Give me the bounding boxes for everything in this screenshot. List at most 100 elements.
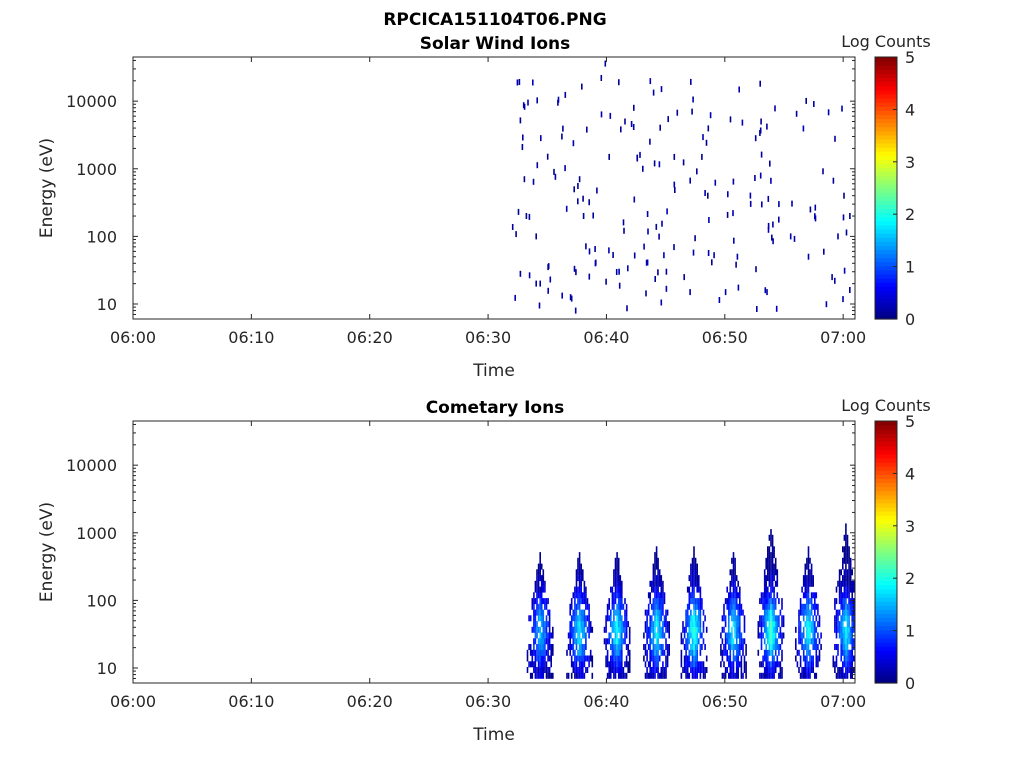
heatmap-cell [834,661,836,668]
heatmap-cell [728,672,730,679]
heatmap-cell [658,580,661,587]
heatmap-cell [646,211,649,217]
heatmap-cell [832,177,835,184]
heatmap-cell [683,644,686,650]
colorbar-tick-label: 0 [905,674,915,693]
heatmap-cell [698,580,700,587]
heatmap-cell [654,569,656,576]
x-tick-label: 06:30 [465,328,511,347]
heatmap-cell [801,638,803,645]
heatmap-cell [774,626,777,633]
heatmap-cell [823,248,825,255]
heatmap-cell [807,546,810,553]
heatmap-cell [652,569,655,576]
heatmap-cell [574,667,576,673]
heatmap-cell [770,534,772,541]
heatmap-cell [572,661,575,668]
heatmap-cell [812,655,814,662]
heatmap-cell [606,672,609,679]
heatmap-cell [614,598,617,605]
heatmap-cell [709,112,712,119]
heatmap-cell [734,632,736,639]
heatmap-cell [662,609,664,616]
heatmap-cell [533,615,535,622]
heatmap-cell [720,644,722,650]
heatmap-cell [654,609,656,616]
heatmap-cell [533,667,535,673]
heatmap-cell [617,580,620,587]
heatmap-cell [654,557,656,564]
heatmap-cell [580,644,582,650]
heatmap-cell [613,615,615,622]
heatmap-cell [627,667,629,673]
heatmap-cell [781,638,783,645]
heatmap-cell [812,580,814,587]
heatmap-cell [853,580,855,587]
heatmap-cell [732,609,735,616]
heatmap-cell [608,598,610,605]
heatmap-cell [799,632,802,639]
heatmap-cell [767,552,769,559]
heatmap-cell [765,667,767,673]
heatmap-cell [842,638,844,645]
heatmap-cell [734,569,736,576]
heatmap-cell [564,91,567,98]
heatmap-cell [619,603,622,610]
heatmap-cell [720,661,722,668]
heatmap-cell [569,632,571,639]
heatmap-cell [545,626,548,633]
heatmap-cell [845,569,847,576]
colorbar-band [875,241,897,246]
heatmap-cell [705,667,708,673]
heatmap-cell [658,655,661,662]
heatmap-cell [809,667,811,673]
heatmap-cell [654,626,656,633]
heatmap-cell [600,111,603,118]
heatmap-cell [838,586,841,593]
heatmap-cell [583,672,586,679]
heatmap-cell [521,144,524,150]
heatmap-cell [842,621,844,628]
heatmap-cell [662,598,664,605]
heatmap-cell [625,609,628,616]
heatmap-cell [735,644,738,650]
heatmap-cell [846,569,849,576]
heatmap-cell [770,626,772,633]
heatmap-cell [685,649,687,656]
heatmap-cell [662,644,664,650]
heatmap-cell [853,586,855,593]
heatmap-cell [814,672,816,679]
heatmap-cell [807,615,810,622]
heatmap-cell [737,672,739,679]
heatmap-cell [578,580,581,587]
heatmap-cell [569,638,571,645]
heatmap-cell [767,649,769,656]
heatmap-cell [574,621,576,628]
heatmap-cell [809,638,811,645]
heatmap-cell [702,134,704,141]
colorbar-band [875,282,897,287]
heatmap-cell [734,615,736,622]
heatmap-cell [548,638,551,645]
colorbar-band [875,421,897,426]
heatmap-cell [691,672,694,679]
heatmap-cell [603,626,606,633]
heatmap-cell [567,632,570,639]
heatmap-cell [735,638,738,645]
heatmap-cell [767,546,769,553]
heatmap-cell [531,649,534,656]
heatmap-cell [731,598,733,605]
heatmap-cell [776,661,779,668]
heatmap-cell [624,118,626,125]
heatmap-cell [683,626,686,633]
heatmap-cell [692,96,694,103]
heatmap-cell [837,626,839,633]
heatmap-cell [643,243,645,250]
heatmap-cell [540,135,542,142]
heatmap-cell [663,672,666,679]
heatmap-cell [806,667,808,673]
heatmap-cell [544,621,546,628]
colorbar-band [875,249,897,255]
heatmap-cell [604,60,607,67]
heatmap-cell [728,661,730,668]
